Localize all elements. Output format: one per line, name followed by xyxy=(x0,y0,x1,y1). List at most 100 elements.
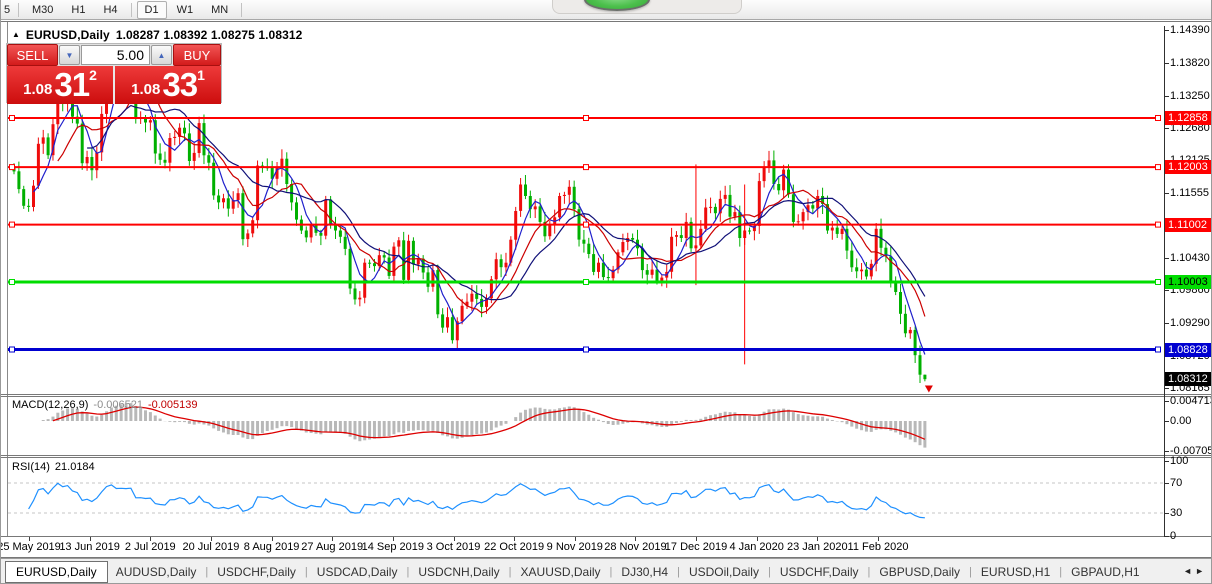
buy-price-pips: 33 xyxy=(162,66,198,103)
chart-tab-4[interactable]: USDCNH,Daily xyxy=(418,564,500,579)
line-anchor-square xyxy=(9,164,15,171)
tab-scroll-left-icon[interactable]: ◄ xyxy=(1183,566,1196,576)
date-tick-label: 22 Oct 2019 xyxy=(484,541,545,553)
timeframe-button-h4[interactable]: H4 xyxy=(103,3,118,16)
chart-tab-1[interactable]: AUDUSD,Daily xyxy=(115,564,197,579)
chart-window-top-border xyxy=(1,21,1211,22)
price-tick-label: 1.13250 xyxy=(1170,89,1210,102)
date-tick-label: 28 Nov 2019 xyxy=(604,541,667,553)
rsi-tick-mark xyxy=(1164,535,1169,537)
timeframe-button-d1[interactable]: D1 xyxy=(136,0,167,19)
chart-tab-7[interactable]: USDOil,Daily xyxy=(688,564,759,579)
green-dot-icon xyxy=(584,0,650,11)
chart-tab-0[interactable]: EURUSD,Daily xyxy=(5,560,108,583)
date-tick-label: 9 Nov 2019 xyxy=(546,541,603,553)
ma-16-line xyxy=(87,104,926,301)
tab-scroll-right-icon[interactable]: ► xyxy=(1195,566,1207,576)
line-anchor-square xyxy=(1155,221,1161,228)
date-axis-bottom-border xyxy=(1,557,1211,558)
date-tick-label: 17 Dec 2019 xyxy=(664,541,728,553)
chart-tab-2[interactable]: USDCHF,Daily xyxy=(217,564,296,579)
chart-tab-9[interactable]: GBPUSD,Daily xyxy=(879,564,961,579)
volume-input[interactable]: 5.00 xyxy=(81,45,150,65)
price-tick-mark xyxy=(1164,192,1169,194)
tab-separator: | xyxy=(867,565,871,578)
level-price-label: 1.12858 xyxy=(1165,111,1211,125)
line-anchor-square xyxy=(1155,164,1161,171)
date-tick-mark xyxy=(210,537,212,541)
toolbar-separator xyxy=(18,2,19,17)
date-tick-label: 3 Oct 2019 xyxy=(426,541,481,553)
buy-button[interactable]: BUY xyxy=(173,44,221,66)
chart-tab-8[interactable]: USDCHF,Daily xyxy=(779,564,859,579)
pane-divider-main-macd2[interactable] xyxy=(1,396,1211,397)
macd-tick-label: 0.004713 xyxy=(1170,395,1212,407)
sell-button[interactable]: SELL xyxy=(7,44,58,66)
date-tick-mark xyxy=(453,537,455,541)
main-chart-pane[interactable] xyxy=(8,26,1164,393)
timeframe-button-5[interactable]: 5 xyxy=(4,3,11,16)
rsi-pane[interactable] xyxy=(8,458,1164,536)
price-tick-label: 1.14390 xyxy=(1170,24,1210,36)
sell-price-box[interactable]: 1.08 31 2 xyxy=(7,66,113,104)
toolbar-separator xyxy=(130,2,132,17)
line-anchor-square xyxy=(583,279,589,285)
level-price-label: 1.10003 xyxy=(1165,275,1211,289)
rsi-label-row: RSI(14) 21.0184 xyxy=(12,461,95,473)
price-tick-mark xyxy=(1164,30,1169,31)
price-tick-label: 1.12680 xyxy=(1170,122,1210,135)
line-anchor-square xyxy=(9,279,15,285)
toolbar-separator xyxy=(241,2,243,17)
chart-window-left-border xyxy=(7,22,8,537)
date-tick-mark xyxy=(29,537,30,541)
rsi-tick-label: 30 xyxy=(1170,507,1183,519)
rsi-tick-mark xyxy=(1164,460,1169,462)
date-tick-label: 13 Jun 2019 xyxy=(59,541,120,553)
volume-increase-button[interactable]: ▲ xyxy=(151,45,172,65)
tab-scroll-arrows[interactable]: ◄► xyxy=(1183,566,1207,576)
chart-tab-3[interactable]: USDCAD,Daily xyxy=(316,564,398,579)
chart-title: ▲ EURUSD,Daily 1.08287 1.08392 1.08275 1… xyxy=(12,27,302,42)
date-tick-mark xyxy=(514,537,516,541)
buy-price-box[interactable]: 1.08 33 1 xyxy=(115,66,221,104)
date-tick-mark xyxy=(635,537,637,541)
chart-tab-bar: EURUSD,Daily AUDUSD,Daily | USDCHF,Daily | US… xyxy=(0,558,1212,584)
pane-divider-macd-rsi[interactable] xyxy=(1,455,1211,456)
line-anchor-square xyxy=(583,346,589,353)
macd-signal-line xyxy=(52,406,926,440)
chart-tab-10[interactable]: EURUSD,H1 xyxy=(980,564,1051,579)
timeframe-button-m30[interactable]: M30 xyxy=(32,3,54,16)
tab-separator: | xyxy=(406,565,410,578)
rsi-tick-label: 0 xyxy=(1170,529,1177,542)
tab-separator: | xyxy=(508,565,512,578)
line-anchor-square xyxy=(583,221,589,228)
pane-divider-macd-rsi2[interactable] xyxy=(1,457,1211,458)
chart-tab-5[interactable]: XAUUSD,Daily xyxy=(520,564,601,579)
volume-decrease-button[interactable]: ▼ xyxy=(59,45,80,65)
line-anchor-square xyxy=(1155,115,1161,121)
timeframe-button-h1[interactable]: H1 xyxy=(71,3,86,16)
chart-tab-11[interactable]: GBPAUD,H1 xyxy=(1071,564,1140,579)
current-price-label: 1.08312 xyxy=(1165,372,1211,387)
timeframe-button-mn[interactable]: MN xyxy=(211,3,229,16)
ma-5-line xyxy=(33,66,926,355)
tab-separator: | xyxy=(609,565,613,578)
chart-symbol-label: EURUSD,Daily xyxy=(25,27,110,42)
chart-tab-6[interactable]: DJ30,H4 xyxy=(621,564,669,579)
macd-name: MACD(12,26,9) xyxy=(12,399,89,411)
price-tick-mark xyxy=(1164,323,1169,324)
pane-divider-main-macd[interactable] xyxy=(1,394,1211,395)
line-anchor-square xyxy=(9,221,15,228)
price-tick-label: 1.09290 xyxy=(1170,317,1210,329)
rsi-tick-mark xyxy=(1164,513,1169,514)
chart-ohlc-values: 1.08287 1.08392 1.08275 1.08312 xyxy=(115,27,303,42)
price-tick-mark xyxy=(1164,128,1169,130)
level-price-label: 1.12003 xyxy=(1165,160,1211,175)
timeframe-button-w1[interactable]: W1 xyxy=(176,3,194,16)
macd-pane[interactable] xyxy=(8,397,1164,455)
price-axis-line[interactable] xyxy=(1164,26,1165,537)
collapse-triangle-icon[interactable]: ▲ xyxy=(12,30,20,39)
sell-price-pips: 31 xyxy=(54,66,90,103)
one-click-trade-panel: SELL ▼ 5.00 ▲ BUY 1.08 31 2 1.08 33 1 xyxy=(6,43,222,104)
volume-spinner: ▼ 5.00 ▲ xyxy=(58,44,173,66)
